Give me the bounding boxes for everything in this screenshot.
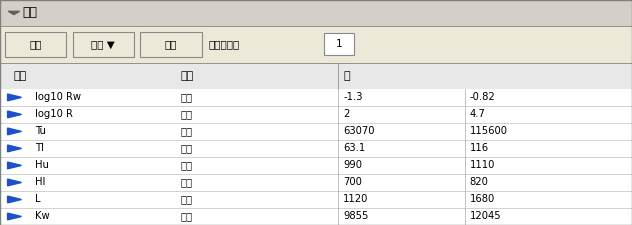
Polygon shape bbox=[8, 111, 21, 118]
Bar bbox=[0, 63, 632, 89]
Bar bbox=[0, 174, 632, 191]
Text: 63070: 63070 bbox=[343, 126, 375, 136]
Bar bbox=[0, 208, 632, 225]
Bar bbox=[0, 140, 632, 157]
Text: 1: 1 bbox=[336, 39, 342, 50]
Text: 连续: 连续 bbox=[180, 109, 192, 119]
Text: 名称: 名称 bbox=[14, 71, 27, 81]
Polygon shape bbox=[8, 213, 21, 220]
Text: -0.82: -0.82 bbox=[470, 92, 495, 102]
Bar bbox=[0, 89, 632, 106]
Bar bbox=[140, 32, 202, 57]
Text: 63.1: 63.1 bbox=[343, 143, 365, 153]
Text: 2: 2 bbox=[343, 109, 349, 119]
Text: 角色: 角色 bbox=[180, 71, 193, 81]
Text: Tl: Tl bbox=[35, 143, 44, 153]
Text: 990: 990 bbox=[343, 160, 362, 171]
Text: -1.3: -1.3 bbox=[343, 92, 363, 102]
Text: 4.7: 4.7 bbox=[470, 109, 485, 119]
Text: 820: 820 bbox=[470, 178, 489, 187]
Bar bbox=[0, 0, 632, 26]
Text: 分类 ▼: 分类 ▼ bbox=[92, 39, 115, 50]
Polygon shape bbox=[8, 94, 21, 101]
Text: log10 R: log10 R bbox=[35, 109, 73, 119]
Text: L: L bbox=[35, 194, 40, 205]
Polygon shape bbox=[8, 145, 21, 152]
Text: log10 Rw: log10 Rw bbox=[35, 92, 81, 102]
Text: 连续: 连续 bbox=[180, 126, 192, 136]
Text: 116: 116 bbox=[470, 143, 489, 153]
Text: 1680: 1680 bbox=[470, 194, 495, 205]
Text: 连续: 连续 bbox=[180, 212, 192, 221]
Text: Kw: Kw bbox=[35, 212, 49, 221]
Text: 值: 值 bbox=[343, 71, 349, 81]
Text: 连续: 连续 bbox=[180, 194, 192, 205]
Bar bbox=[0, 26, 632, 63]
Polygon shape bbox=[8, 162, 21, 169]
Text: Hu: Hu bbox=[35, 160, 49, 171]
Bar bbox=[73, 32, 134, 57]
Text: 700: 700 bbox=[343, 178, 362, 187]
Text: 因子: 因子 bbox=[22, 7, 37, 19]
Polygon shape bbox=[8, 128, 21, 135]
Bar bbox=[5, 32, 66, 57]
Text: 连续: 连续 bbox=[180, 143, 192, 153]
Polygon shape bbox=[8, 179, 21, 186]
Bar bbox=[0, 191, 632, 208]
Polygon shape bbox=[8, 196, 21, 203]
Bar bbox=[0, 123, 632, 140]
Text: 12045: 12045 bbox=[470, 212, 501, 221]
Text: 1120: 1120 bbox=[343, 194, 368, 205]
Text: 连续: 连续 bbox=[180, 92, 192, 102]
Bar bbox=[0, 106, 632, 123]
Text: 115600: 115600 bbox=[470, 126, 507, 136]
Bar bbox=[324, 34, 354, 55]
Text: 删除: 删除 bbox=[165, 39, 177, 50]
Polygon shape bbox=[8, 11, 20, 15]
Text: 添加因子数: 添加因子数 bbox=[209, 39, 240, 50]
Text: 1110: 1110 bbox=[470, 160, 495, 171]
Text: 连续: 连续 bbox=[30, 39, 42, 50]
Text: 9855: 9855 bbox=[343, 212, 368, 221]
Text: 连续: 连续 bbox=[180, 160, 192, 171]
Text: Hl: Hl bbox=[35, 178, 45, 187]
Bar bbox=[0, 157, 632, 174]
Text: Tu: Tu bbox=[35, 126, 46, 136]
Text: 连续: 连续 bbox=[180, 178, 192, 187]
